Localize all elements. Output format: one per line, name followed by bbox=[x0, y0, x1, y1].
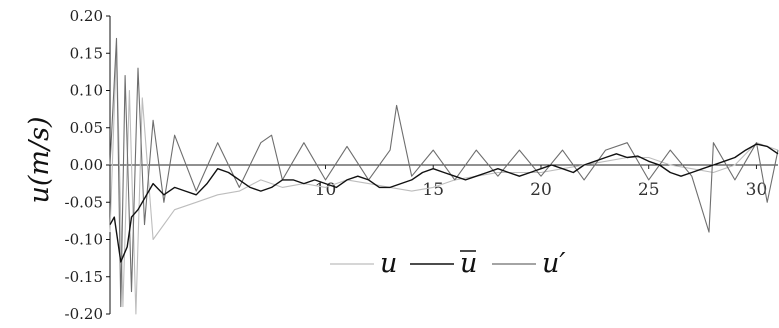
y-tick-label: -0.05 bbox=[65, 193, 103, 211]
x-tick-label: 30 bbox=[746, 180, 768, 200]
series-line-u-mean bbox=[109, 143, 779, 263]
legend-label-u: u bbox=[380, 248, 397, 279]
y-tick-label: 0.10 bbox=[70, 82, 103, 100]
y-tick-label: 0.05 bbox=[70, 119, 103, 137]
series-layer bbox=[109, 37, 779, 315]
y-tick-label: -0.20 bbox=[65, 305, 103, 323]
y-tick-label: -0.10 bbox=[65, 231, 103, 249]
y-tick-label: -0.15 bbox=[65, 268, 103, 286]
legend-label-u-prime: u′ bbox=[542, 248, 566, 279]
legend-label-u-mean: u bbox=[460, 248, 477, 279]
y-axis-label: u(m/s) bbox=[24, 116, 55, 203]
x-tick-label: 25 bbox=[638, 180, 660, 200]
y-axis: 0.20 0.15 0.10 0.05 0.00 -0.05 -0.10 -0.15 -0.20 bbox=[65, 7, 111, 323]
x-axis: 10 15 20 25 30 bbox=[110, 164, 778, 200]
x-tick-label: 20 bbox=[530, 180, 552, 200]
y-tick-label: 0.00 bbox=[70, 156, 103, 174]
x-tick-label: 15 bbox=[422, 180, 444, 200]
series-line-u-prime bbox=[109, 37, 779, 308]
series-line-u bbox=[109, 45, 779, 315]
y-tick-label: 0.20 bbox=[70, 7, 103, 25]
y-tick-label: 0.15 bbox=[70, 44, 103, 62]
legend: u u u′ bbox=[330, 248, 566, 279]
